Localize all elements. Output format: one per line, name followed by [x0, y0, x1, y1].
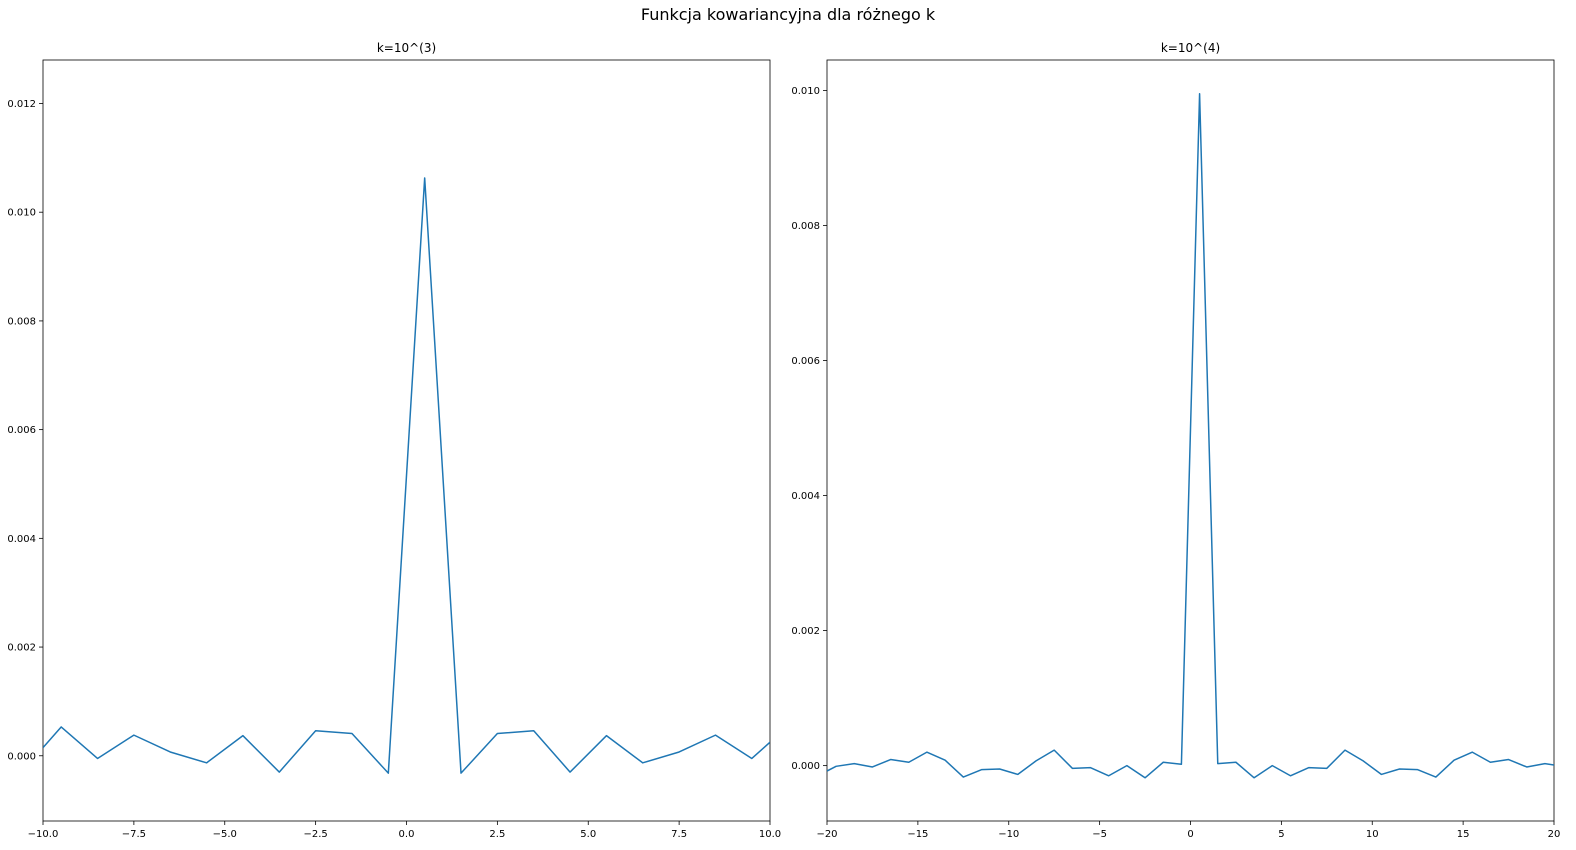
x-tick-label: −20: [816, 829, 837, 840]
chart-panel-1: k=10^(3) −10.0 −7.5 −5.0 −2.5 0.0 2.5 5.0 7.5 10.…: [7, 41, 781, 840]
x-tick-label: 20: [1548, 829, 1561, 840]
x-tick-label: 5.0: [580, 829, 596, 840]
x-tick-label: −5: [1092, 829, 1107, 840]
y-tick-label: 0.006: [791, 356, 820, 367]
x-tick-label: −15: [907, 829, 928, 840]
x-tick-label: −10.0: [28, 829, 59, 840]
y-tick-label: 0.002: [7, 643, 36, 654]
series-line: [43, 177, 770, 774]
panel-title: k=10^(3): [377, 41, 436, 55]
y-tick-label: 0.010: [791, 86, 820, 97]
figure-title: Funkcja kowariancyjna dla różnego k: [640, 5, 936, 24]
y-tick-label: 0.002: [791, 626, 820, 637]
x-tick-label: 10: [1366, 829, 1379, 840]
axes-frame: [42, 59, 771, 822]
y-tick-label: 0.008: [7, 316, 36, 327]
y-tick-label: 0.004: [7, 534, 36, 545]
x-tick-label: 5: [1278, 829, 1284, 840]
x-tick-label: −2.5: [303, 829, 327, 840]
y-tick-label: 0.012: [7, 99, 36, 110]
x-tick-label: 0: [1187, 829, 1193, 840]
x-tick-label: −7.5: [122, 829, 146, 840]
panel-title: k=10^(4): [1161, 41, 1220, 55]
x-tick-label: −10: [998, 829, 1019, 840]
series-line: [827, 93, 1554, 779]
y-tick-label: 0.010: [7, 208, 36, 219]
y-tick-label: 0.000: [791, 761, 820, 772]
y-tick-label: 0.008: [791, 221, 820, 232]
chart-panel-2: k=10^(4) −20 −15 −10 −5 0 5 10 15 20 0.000 0.002 0.0…: [791, 41, 1560, 840]
y-tick-label: 0.006: [7, 425, 36, 436]
x-tick-label: 10.0: [759, 829, 781, 840]
y-tick-label: 0.004: [791, 491, 820, 502]
x-tick-label: 7.5: [671, 829, 687, 840]
x-tick-label: 0.0: [399, 829, 415, 840]
x-tick-label: 15: [1457, 829, 1470, 840]
x-tick-label: −5.0: [213, 829, 237, 840]
x-tick-label: 2.5: [489, 829, 505, 840]
y-tick-label: 0.000: [7, 751, 36, 762]
